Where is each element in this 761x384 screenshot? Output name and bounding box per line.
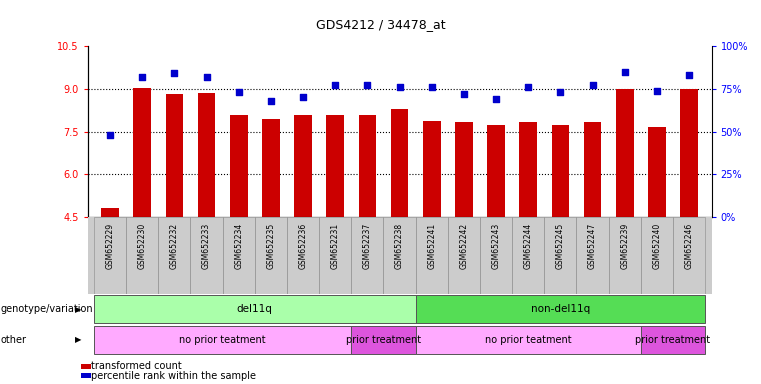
Text: prior treatment: prior treatment xyxy=(635,335,711,345)
Bar xyxy=(423,121,441,217)
Bar xyxy=(673,217,705,294)
Bar xyxy=(287,217,319,294)
Point xyxy=(200,74,212,80)
Point xyxy=(554,89,566,95)
Text: other: other xyxy=(1,335,27,345)
Text: transformed count: transformed count xyxy=(91,361,182,371)
Bar xyxy=(641,217,673,294)
Bar xyxy=(416,326,641,354)
Bar xyxy=(519,122,537,217)
Text: GSM652245: GSM652245 xyxy=(556,223,565,269)
Text: GSM652236: GSM652236 xyxy=(298,223,307,269)
Point xyxy=(619,69,631,75)
Text: GSM652234: GSM652234 xyxy=(234,223,244,269)
Text: GSM652235: GSM652235 xyxy=(266,223,275,269)
Bar xyxy=(158,217,190,294)
Text: GSM652233: GSM652233 xyxy=(202,223,211,269)
Bar xyxy=(455,122,473,217)
Bar xyxy=(262,119,280,217)
Text: GSM652232: GSM652232 xyxy=(170,223,179,269)
Point xyxy=(393,84,406,90)
Bar xyxy=(319,217,352,294)
Text: GSM652243: GSM652243 xyxy=(492,223,501,269)
Text: no prior teatment: no prior teatment xyxy=(485,335,572,345)
Text: GSM652237: GSM652237 xyxy=(363,223,372,269)
Bar xyxy=(447,217,480,294)
Text: ▶: ▶ xyxy=(75,335,81,344)
Text: GSM652247: GSM652247 xyxy=(588,223,597,269)
Bar xyxy=(94,295,416,323)
Text: GSM652239: GSM652239 xyxy=(620,223,629,269)
Point xyxy=(651,88,663,94)
Text: del11q: del11q xyxy=(237,304,272,314)
Text: GDS4212 / 34478_at: GDS4212 / 34478_at xyxy=(316,18,445,31)
Point xyxy=(265,98,277,104)
Point xyxy=(168,70,180,76)
Point xyxy=(490,96,502,102)
Text: no prior teatment: no prior teatment xyxy=(180,335,266,345)
Point xyxy=(522,84,534,90)
Text: genotype/variation: genotype/variation xyxy=(1,304,94,314)
Bar xyxy=(94,326,352,354)
Bar xyxy=(544,217,576,294)
Text: GSM652242: GSM652242 xyxy=(460,223,468,269)
Text: ▶: ▶ xyxy=(75,305,81,314)
Bar xyxy=(641,326,705,354)
Point xyxy=(297,94,309,101)
Point xyxy=(587,82,599,88)
Bar xyxy=(223,217,255,294)
Bar xyxy=(512,217,544,294)
Bar xyxy=(680,89,698,217)
Bar xyxy=(487,125,505,217)
Bar xyxy=(552,125,569,217)
Bar xyxy=(384,217,416,294)
Bar xyxy=(190,217,223,294)
Point xyxy=(136,74,148,80)
Bar xyxy=(416,295,705,323)
Text: non-del11q: non-del11q xyxy=(530,304,590,314)
Bar xyxy=(616,89,634,217)
Bar xyxy=(352,326,416,354)
Bar xyxy=(390,109,409,217)
Bar xyxy=(166,94,183,217)
Bar xyxy=(133,88,151,217)
Text: GSM652246: GSM652246 xyxy=(684,223,693,269)
Bar xyxy=(416,217,447,294)
Bar xyxy=(230,115,247,217)
Bar xyxy=(295,115,312,217)
Text: GSM652230: GSM652230 xyxy=(138,223,147,269)
Point xyxy=(683,72,695,78)
Bar xyxy=(609,217,641,294)
Bar xyxy=(576,217,609,294)
Bar xyxy=(584,122,601,217)
Bar xyxy=(352,217,384,294)
Bar xyxy=(648,127,666,217)
Bar xyxy=(358,115,376,217)
Text: GSM652231: GSM652231 xyxy=(331,223,339,269)
Bar xyxy=(94,217,126,294)
Bar xyxy=(101,208,119,217)
Point xyxy=(361,82,374,88)
Text: percentile rank within the sample: percentile rank within the sample xyxy=(91,371,256,381)
Bar xyxy=(198,93,215,217)
Text: prior treatment: prior treatment xyxy=(346,335,421,345)
Bar xyxy=(480,217,512,294)
Text: GSM652229: GSM652229 xyxy=(106,223,115,269)
Text: GSM652244: GSM652244 xyxy=(524,223,533,269)
Bar xyxy=(126,217,158,294)
Text: GSM652240: GSM652240 xyxy=(652,223,661,269)
Point xyxy=(425,84,438,90)
Text: GSM652238: GSM652238 xyxy=(395,223,404,269)
Point xyxy=(458,91,470,97)
Point xyxy=(329,82,341,88)
Bar xyxy=(255,217,287,294)
Bar xyxy=(326,115,344,217)
Point xyxy=(233,89,245,95)
Text: GSM652241: GSM652241 xyxy=(427,223,436,269)
Point xyxy=(104,132,116,138)
